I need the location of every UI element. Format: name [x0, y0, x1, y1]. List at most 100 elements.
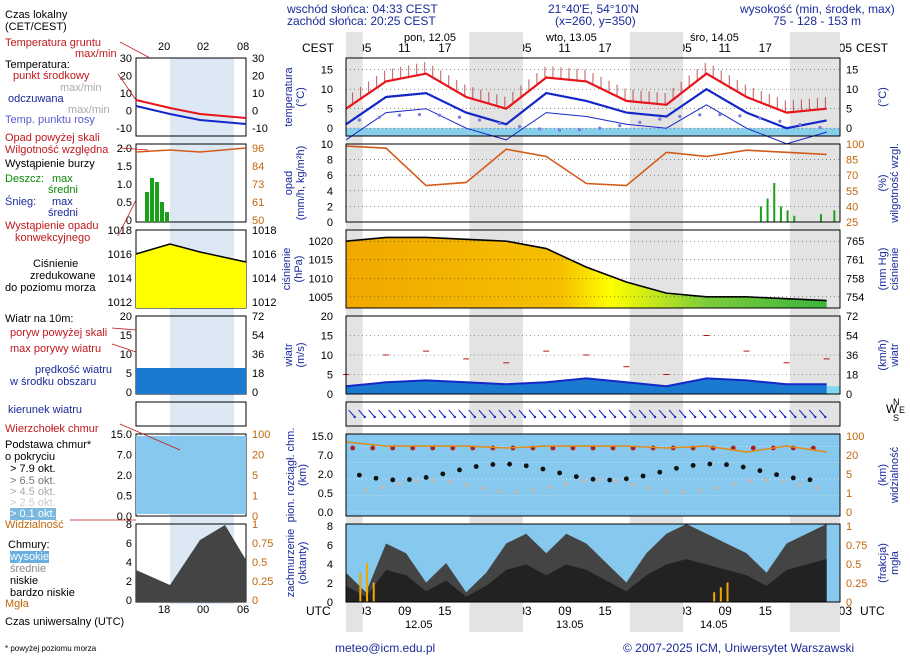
small-frac-left-2: 4 — [126, 557, 132, 569]
temp-ground-band — [346, 128, 840, 136]
svg-text:wiatr: wiatr — [283, 343, 295, 368]
frac-ytick-left-8: 8 — [327, 521, 333, 533]
visibility-line — [345, 441, 827, 453]
cloud-ytick-right-5: 5 — [846, 469, 852, 481]
pres-ytick-right-754: 754 — [846, 292, 864, 304]
frac-ytick-left-2: 2 — [327, 578, 333, 590]
axis-title-temp: temperatura (°C) — [283, 66, 307, 126]
precip-ytick-left-0: 0 — [327, 217, 333, 229]
legend-fog: Mgła — [5, 598, 29, 610]
cloud-ytick-left-2.0: 2.0 — [318, 469, 333, 481]
panel-border-precip — [345, 143, 841, 223]
small-frac-left-0: 8 — [126, 519, 132, 531]
panel-border-temp — [345, 57, 841, 137]
frac-ytick-left-4: 4 — [327, 559, 333, 571]
compass-W: W — [886, 402, 898, 416]
axis-title-cloud: pion. rozciągł. chm. (km) — [285, 428, 309, 523]
small-wind-right-0: 72 — [252, 311, 264, 323]
tz-local-right: CEST — [856, 41, 889, 55]
precip-ytick-right-55: 55 — [846, 186, 858, 198]
legend-felt-maxmin: max/min — [68, 104, 110, 116]
precip-ytick-right-40: 40 — [846, 201, 858, 213]
small-precip-left-4: 0 — [126, 215, 132, 227]
footer-email[interactable]: meteo@icm.edu.pl — [335, 641, 436, 655]
small-top-tick-2: 08 — [237, 41, 250, 53]
legend-local-time: Czas lokalny — [5, 9, 68, 21]
frac-ytick-right-0.5: 0.5 — [846, 559, 861, 571]
grid-text: (x=260, y=350) — [555, 14, 636, 28]
precip-ytick-left-6: 6 — [327, 170, 333, 182]
axis-title-precip: opad (mm/h, kg/m²h) — [283, 146, 307, 221]
tz-utc-left: UTC — [306, 604, 331, 618]
cloud-ytick-left-0.0: 0.0 — [318, 507, 333, 519]
small-precip-bar-0 — [145, 192, 149, 222]
small-wind-left-3: 5 — [126, 368, 132, 380]
legend-ground-maxmin: max/min — [75, 48, 117, 60]
small-frac-area — [136, 525, 246, 602]
pres-ytick-right-761: 761 — [846, 255, 864, 267]
small-wind-left-2: 10 — [120, 349, 132, 361]
svg-text:(km): (km) — [877, 464, 889, 486]
small-precip-left-3: 0.5 — [117, 197, 132, 209]
small-precip-bar-1 — [150, 178, 154, 222]
precip-ytick-right-70: 70 — [846, 170, 858, 182]
fog-bar-3 — [713, 592, 716, 602]
tz-local-left: CEST — [302, 41, 335, 55]
precip-bar-2 — [773, 183, 776, 222]
temp-ytick-right-0: 0 — [846, 123, 852, 135]
pres-ytick-left-1020: 1020 — [309, 236, 333, 248]
small-temp-left-1: 20 — [120, 71, 132, 83]
svg-text:(km): (km) — [297, 464, 309, 486]
svg-text:(mm/h, kg/m²h): (mm/h, kg/m²h) — [295, 146, 307, 221]
day-utc-label-0: 12.05 — [405, 619, 433, 631]
small-temp-left-3: 0 — [126, 106, 132, 118]
small-night-band — [170, 58, 234, 604]
legend-okt-25: > 2.5 okt. — [10, 497, 56, 509]
small-humidity — [135, 147, 247, 153]
small-frac-right-2: 0.5 — [252, 557, 267, 569]
legend-snow: Śnieg: — [5, 196, 37, 208]
frac-ytick-left-0: 0 — [327, 597, 333, 609]
compass-S: S — [893, 413, 899, 423]
small-bot-tick-2: 06 — [237, 604, 250, 616]
legend-mid-point: punkt środkowy — [13, 70, 90, 82]
panel-bg-precip — [346, 144, 840, 222]
legend-rain: Deszcz: — [5, 173, 45, 185]
small-pres-right-1: 1016 — [252, 249, 276, 261]
small-cloud-right-3: 1 — [252, 491, 258, 503]
small-wind-right-4: 0 — [252, 387, 258, 399]
day-label-2: śro, 14.05 — [690, 32, 739, 44]
small-wind-right-2: 36 — [252, 349, 264, 361]
small-wind-left-0: 20 — [120, 311, 132, 323]
compass-E: E — [899, 405, 905, 415]
legend-connector-0 — [119, 41, 151, 59]
legend-snow-mid: średni — [48, 207, 78, 219]
small-wind-area — [136, 368, 246, 394]
humidity-line — [345, 145, 827, 187]
small-temp-left-0: 30 — [120, 53, 132, 65]
pres-ytick-left-1005: 1005 — [309, 292, 333, 304]
small-panel-0 — [135, 57, 247, 137]
temp-series-mid — [345, 87, 827, 130]
wind-ytick-right-18: 18 — [846, 370, 858, 382]
legend-pressure-2: zredukowane — [30, 270, 96, 282]
small-pres-left-0: 1018 — [108, 225, 132, 237]
legend-okt-01: > 0.1 okt. — [10, 508, 56, 520]
legend-cl-vlow: bardzo niskie — [10, 587, 75, 599]
small-precip-left-1: 1.5 — [117, 161, 132, 173]
utc-hour-5: 09 — [558, 604, 572, 618]
coords-text: 21°40'E, 54°10'N — [548, 2, 639, 16]
cloud-ytick-right-1: 1 — [846, 488, 852, 500]
panel-border-cloud — [345, 433, 841, 517]
small-frac-right-0: 1 — [252, 519, 258, 531]
legend-cloud-base-2: o pokryciu — [5, 451, 56, 463]
panel-border-frac — [345, 523, 841, 603]
small-frac-left-1: 6 — [126, 538, 132, 550]
small-bot-tick-1: 00 — [197, 604, 210, 616]
axis-title-wind: wiatr (m/s) — [283, 342, 307, 367]
precip-bar-7 — [833, 210, 836, 222]
small-panel-1 — [135, 143, 247, 223]
small-pressure-line — [135, 243, 247, 263]
local-hour-9: 11 — [718, 41, 731, 55]
